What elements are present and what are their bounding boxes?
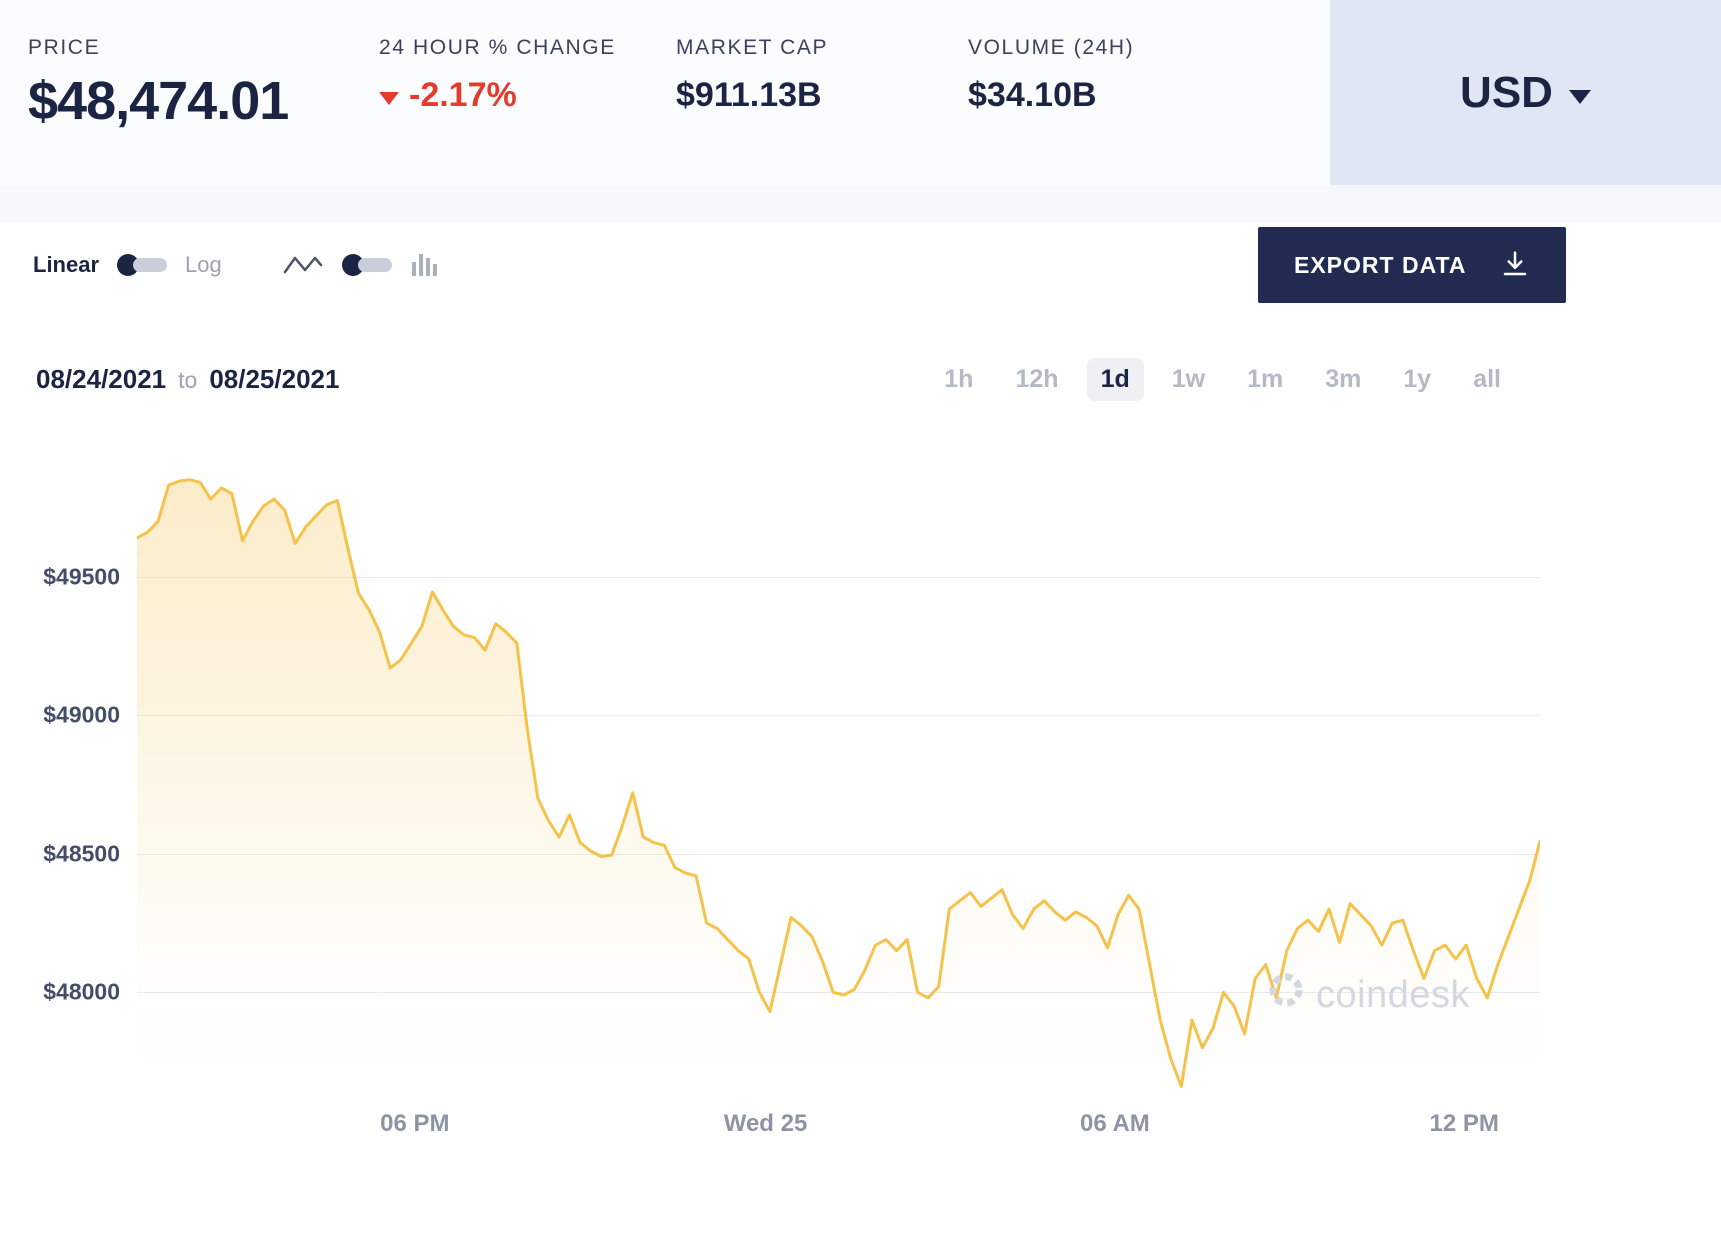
y-axis-label-49500: $49500 [43, 563, 120, 590]
price-line-chart[interactable] [137, 452, 1540, 1092]
chart-type-toggle[interactable] [341, 254, 392, 276]
x-axis-label-12-pm: 12 PM [1429, 1110, 1499, 1137]
range-separator: to [178, 366, 198, 393]
toggle-knob [117, 254, 140, 276]
time-tab-1w[interactable]: 1w [1171, 364, 1206, 393]
stat-market-cap: MARKET CAP $911.13B [676, 0, 968, 185]
toggle-track [357, 258, 392, 272]
gridline-49000 [137, 715, 1540, 717]
x-axis-labels: 06 PM Wed 25 06 AM 12 PM [137, 1110, 1540, 1150]
change-value: -2.17% [379, 76, 676, 115]
y-axis-label-48000: $48000 [43, 978, 120, 1005]
x-axis-label-06-am: 06 AM [1079, 1110, 1150, 1137]
log-scale-label[interactable]: Log [185, 252, 222, 277]
stat-24h-change: 24 HOUR % CHANGE -2.17% [379, 0, 676, 185]
date-range: 08/24/2021 to 08/25/2021 [36, 364, 339, 395]
time-tab-12h[interactable]: 12h [1015, 364, 1059, 393]
volume-value: $34.10B [968, 76, 1097, 114]
time-tab-3m[interactable]: 3m [1325, 364, 1362, 393]
gridline-49500 [137, 576, 1540, 578]
time-tab-1d[interactable]: 1d [1086, 357, 1144, 401]
market-cap-value: $911.13B [676, 76, 822, 114]
export-data-label: EXPORT DATA [1294, 251, 1467, 278]
range-row: 08/24/2021 to 08/25/2021 1h 12h 1d 1w 1m 3m 1y… [0, 357, 1721, 401]
y-axis-label-49000: $49000 [43, 701, 120, 728]
time-tab-1y[interactable]: 1y [1403, 364, 1432, 393]
toggle-knob [341, 254, 364, 276]
stat-price: PRICE $48,474.01 [0, 0, 379, 185]
chart-price-line [137, 480, 1540, 1087]
line-chart-icon[interactable] [282, 251, 324, 279]
price-value: $48,474.01 [28, 71, 289, 131]
time-tab-1m[interactable]: 1m [1247, 364, 1284, 393]
down-triangle-icon [379, 92, 399, 105]
watermark-text: coindesk [1316, 973, 1470, 1016]
range-start-date: 08/24/2021 [36, 363, 167, 394]
price-chart[interactable]: coindesk $49500 $49000 $48500 $48000 [43, 452, 1540, 1092]
chart-controls: Linear Log [33, 227, 442, 303]
scale-toggle[interactable] [117, 254, 168, 276]
stat-volume: VOLUME (24H) $34.10B [968, 0, 1302, 185]
change-value-text: -2.17% [409, 76, 517, 114]
coindesk-logo-icon [1266, 970, 1306, 1020]
header-divider-band [0, 185, 1721, 222]
chevron-down-icon [1568, 89, 1591, 104]
coindesk-watermark: coindesk [1266, 970, 1470, 1020]
range-end-date: 08/25/2021 [209, 363, 340, 394]
price-label: PRICE [28, 36, 101, 59]
currency-selector[interactable]: USD [1330, 0, 1721, 185]
market-cap-label: MARKET CAP [676, 36, 829, 59]
chart-type-controls [282, 250, 442, 280]
chart-toolbar: Linear Log [0, 227, 1721, 303]
toggle-track [133, 258, 168, 272]
download-icon [1500, 249, 1530, 282]
change-label: 24 HOUR % CHANGE [379, 36, 616, 59]
bar-chart-icon[interactable] [410, 250, 442, 280]
chart-area-fill [137, 479, 1540, 1092]
x-axis-label-06-pm: 06 PM [380, 1110, 450, 1137]
gridline-48500 [137, 853, 1540, 855]
time-tab-all[interactable]: all [1473, 364, 1501, 393]
currency-value: USD [1460, 67, 1553, 117]
volume-label: VOLUME (24H) [968, 36, 1135, 59]
y-axis-label-48500: $48500 [43, 840, 120, 867]
x-axis-label-wed-25: Wed 25 [723, 1110, 808, 1137]
export-data-button[interactable]: EXPORT DATA [1258, 227, 1566, 303]
time-range-tabs: 1h 12h 1d 1w 1m 3m 1y all [930, 357, 1515, 401]
linear-scale-label[interactable]: Linear [33, 252, 100, 277]
stats-header: PRICE $48,474.01 24 HOUR % CHANGE -2.17%… [0, 0, 1721, 185]
time-tab-1h[interactable]: 1h [944, 364, 974, 393]
